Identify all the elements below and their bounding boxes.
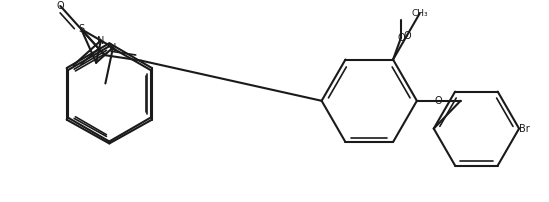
Text: Br: Br — [519, 124, 530, 134]
Text: CH₃: CH₃ — [411, 9, 428, 18]
Text: S: S — [78, 24, 85, 34]
Text: O: O — [397, 33, 405, 43]
Text: O: O — [57, 1, 64, 11]
Text: N: N — [97, 36, 104, 45]
Text: O: O — [435, 96, 442, 106]
Text: O: O — [403, 31, 411, 41]
Text: N: N — [109, 43, 117, 53]
